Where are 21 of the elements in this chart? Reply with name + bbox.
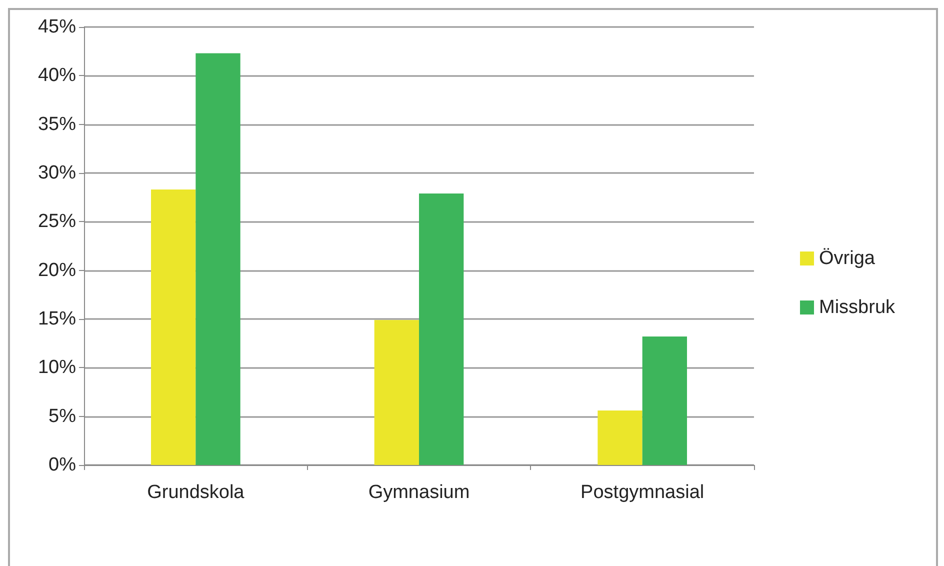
bar — [374, 320, 419, 465]
y-tick-label: 0% — [48, 454, 76, 476]
y-tick-label: 40% — [38, 65, 76, 86]
x-tick-label: Grundskola — [147, 482, 245, 503]
bar — [151, 190, 196, 465]
y-tick-label: 30% — [38, 162, 76, 184]
bar — [598, 410, 642, 465]
y-tick-label: 15% — [38, 308, 76, 330]
x-tick-label: Gymnasium — [368, 482, 470, 503]
y-tick-label: 25% — [38, 211, 76, 232]
bar — [642, 336, 687, 465]
y-tick-label: 5% — [48, 406, 76, 427]
y-tick-label: 10% — [38, 357, 76, 378]
y-tick-label: 45% — [38, 16, 76, 38]
bar — [419, 193, 464, 465]
y-tick-label: 35% — [38, 114, 76, 135]
x-tick-label: Postgymnasial — [580, 482, 704, 503]
bar — [196, 53, 240, 465]
legend-label: Övriga — [819, 248, 876, 269]
y-tick-label: 20% — [38, 260, 76, 281]
legend-label: Missbruk — [819, 297, 896, 318]
